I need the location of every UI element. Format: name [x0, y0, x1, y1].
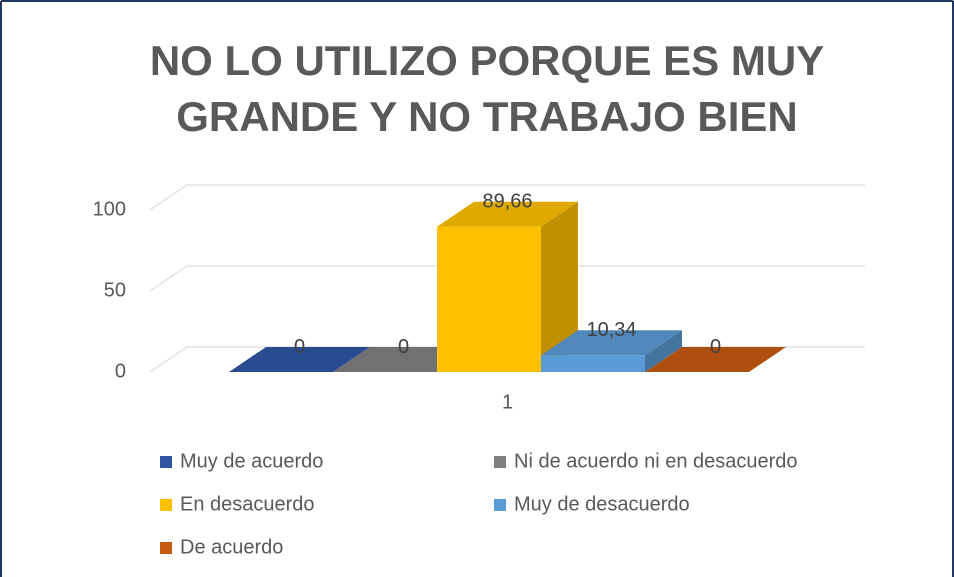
legend-label: Muy de acuerdo: [180, 450, 323, 472]
legend-swatch: [160, 542, 172, 554]
y-tick-label: 0: [115, 360, 126, 382]
bar-top: [541, 330, 682, 356]
x-tick-label: 1: [502, 391, 513, 413]
legend-label: Ni de acuerdo ni en desacuerdo: [514, 450, 798, 472]
chart-title: GRANDE Y NO TRABAJO BIEN: [176, 93, 798, 140]
y-tick-label: 100: [93, 198, 126, 220]
legend-swatch: [494, 456, 506, 468]
legend-swatch: [160, 456, 172, 468]
bar-top: [229, 347, 370, 372]
value-label: 0: [710, 336, 721, 358]
legend-swatch: [494, 499, 506, 511]
bar-side: [645, 330, 682, 372]
value-label: 89,66: [482, 191, 532, 213]
bar-top: [437, 201, 578, 227]
legend-label: De acuerdo: [180, 536, 283, 558]
legend-swatch: [160, 499, 172, 511]
grid-line: [149, 184, 865, 211]
value-label: 0: [294, 336, 305, 358]
legend-label: En desacuerdo: [180, 493, 315, 515]
chart-title: NO LO UTILIZO PORQUE ES MUY: [150, 37, 824, 84]
bar-side: [541, 201, 578, 372]
y-tick-label: 50: [104, 279, 126, 301]
bar-front: [437, 226, 541, 372]
value-label: 10,34: [586, 319, 636, 341]
value-label: 0: [398, 336, 409, 358]
grid-line: [149, 265, 865, 292]
legend-label: Muy de desacuerdo: [514, 493, 690, 515]
bar-front: [541, 355, 645, 372]
bar-top: [645, 347, 786, 372]
